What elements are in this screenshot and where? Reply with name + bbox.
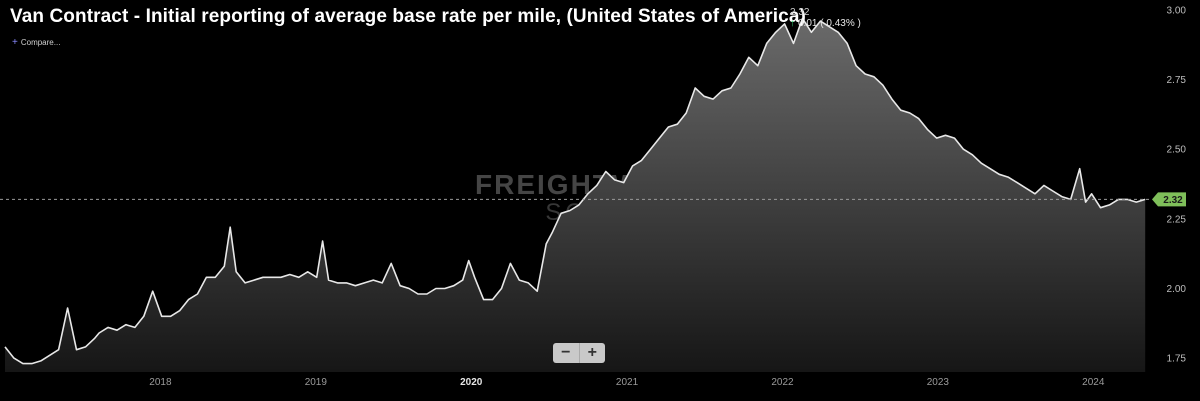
last-value-badge-shape <box>1152 192 1186 207</box>
x-tick-label: 2022 <box>771 377 794 388</box>
x-tick-label: 2018 <box>149 377 172 388</box>
last-change: 0.01 ( 0.43% ) <box>798 18 861 29</box>
y-tick-label: 2.50 <box>1167 145 1187 156</box>
x-tick-label: 2019 <box>305 377 328 388</box>
zoom-out-button[interactable]: − <box>553 343 580 363</box>
compare-button[interactable]: + Compare... <box>12 37 60 48</box>
arrow-up-icon: ↑ <box>790 18 795 29</box>
x-tick-label: 2021 <box>616 377 639 388</box>
x-tick-label: 2024 <box>1082 377 1105 388</box>
series-area <box>5 18 1146 373</box>
y-tick-label: 2.25 <box>1167 214 1187 225</box>
zoom-controls: − + <box>553 343 605 363</box>
last-value-badge-label: 2.32 <box>1163 195 1183 206</box>
y-tick-label: 1.75 <box>1167 354 1187 365</box>
y-tick-label: 2.00 <box>1167 284 1187 295</box>
compare-label: Compare... <box>20 38 61 47</box>
chart-title: Van Contract - Initial reporting of aver… <box>10 6 806 27</box>
x-tick-label: 2023 <box>927 377 950 388</box>
last-value-readout: 2.32 ↑ 0.01 ( 0.43% ) <box>790 7 861 29</box>
zoom-in-button[interactable]: + <box>587 344 597 361</box>
last-value: 2.32 <box>790 7 810 18</box>
y-tick-label: 2.75 <box>1167 75 1187 86</box>
last-value-badge: 2.32 <box>1152 192 1186 207</box>
plus-icon: + <box>12 37 18 48</box>
series-line <box>4 17 1146 365</box>
x-tick-label: 2020 <box>460 377 483 388</box>
y-tick-label: 3.00 <box>1167 6 1187 17</box>
